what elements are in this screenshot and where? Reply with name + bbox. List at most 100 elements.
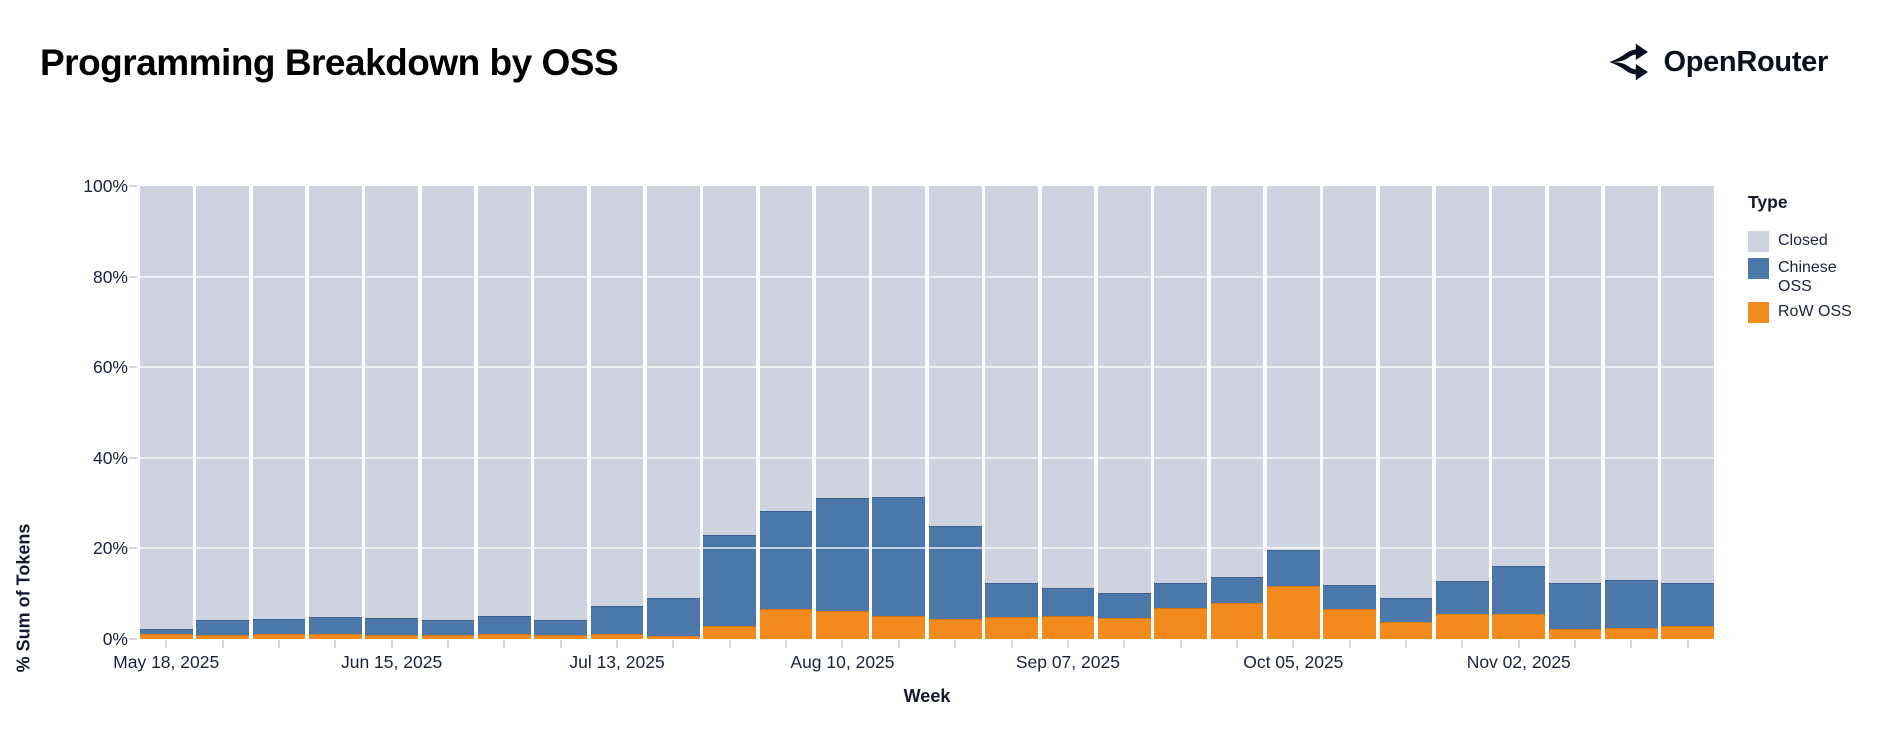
- bar-week-26: [1605, 186, 1658, 639]
- row-oss-segment: [1548, 629, 1602, 639]
- x-tick-mark: [334, 640, 337, 648]
- legend-label-chinese-oss: Chinese OSS: [1778, 259, 1837, 295]
- row-oss-segment: [590, 634, 644, 639]
- y-tick-mark: [129, 366, 137, 369]
- bar-week-11: [759, 186, 813, 639]
- x-tick-label: Jul 13, 2025: [569, 652, 665, 672]
- bar-week-4: [365, 186, 418, 639]
- bar-week-10: [703, 186, 757, 639]
- row-oss-segment: [1492, 613, 1546, 639]
- chinese-oss-segment: [139, 628, 193, 635]
- row-oss-segment: [1605, 627, 1658, 639]
- bar-week-0: [139, 186, 193, 639]
- row-oss-segment: [872, 615, 926, 639]
- closed-segment: [1210, 186, 1264, 578]
- closed-segment: [590, 186, 644, 606]
- bar-week-13: [872, 186, 926, 639]
- x-tick-mark: [954, 640, 957, 648]
- closed-segment: [1492, 186, 1546, 566]
- chinese-oss-segment: [1323, 584, 1377, 609]
- gridline-40: [138, 456, 1716, 459]
- x-tick-mark: [785, 640, 788, 648]
- row-oss-segment: [816, 610, 869, 639]
- closed-segment: [872, 186, 926, 498]
- chinese-oss-segment: [477, 615, 531, 634]
- bar-week-9: [647, 186, 700, 639]
- chinese-oss-segment: [985, 582, 1038, 617]
- x-tick-mark: [390, 640, 393, 648]
- chinese-oss-segment: [1605, 579, 1658, 628]
- closed-segment: [477, 186, 531, 616]
- legend-item-chinese-oss: Chinese OSS: [1748, 258, 1874, 296]
- chinese-oss-segment: [365, 617, 418, 635]
- chinese-oss-segment: [1210, 577, 1264, 603]
- x-tick-mark: [897, 640, 900, 648]
- row-oss-segment: [421, 635, 475, 639]
- x-tick-mark: [1574, 640, 1577, 648]
- chinese-oss-segment: [703, 535, 757, 626]
- y-tick-label: 80%: [92, 266, 128, 287]
- closed-segment: [1661, 186, 1715, 583]
- y-tick-mark: [129, 638, 137, 640]
- x-tick-mark: [1179, 640, 1182, 648]
- row-oss-segment: [1266, 586, 1320, 639]
- y-tick-mark: [129, 275, 137, 278]
- gridline-60: [138, 366, 1716, 369]
- openrouter-icon: [1610, 43, 1649, 81]
- chinese-oss-segment: [1266, 550, 1320, 587]
- closed-segment: [252, 186, 306, 619]
- row-oss-segment: [647, 635, 700, 639]
- closed-segment: [1323, 186, 1377, 585]
- chinese-oss-segment: [872, 497, 926, 616]
- brand-name: OpenRouter: [1663, 45, 1828, 78]
- closed-segment: [308, 186, 362, 617]
- chinese-oss-segment: [196, 619, 249, 635]
- legend-label-row-oss: RoW OSS: [1778, 303, 1852, 320]
- x-tick-mark: [1292, 640, 1295, 648]
- closed-segment: [1154, 186, 1207, 583]
- chinese-oss-segment: [816, 498, 869, 611]
- row-oss-segment: [252, 633, 306, 639]
- chinese-oss-segment: [1436, 581, 1489, 614]
- x-tick-label: Sep 07, 2025: [1015, 652, 1120, 672]
- bar-week-27: [1661, 186, 1715, 639]
- y-tick-mark: [129, 456, 137, 459]
- y-tick-label: 20%: [92, 538, 128, 559]
- closed-segment: [985, 186, 1038, 583]
- legend-title: Type: [1748, 192, 1788, 212]
- x-tick-mark: [559, 640, 562, 648]
- row-oss-segment: [139, 634, 193, 639]
- row-oss-segment: [1379, 621, 1433, 639]
- closed-swatch: [1748, 231, 1769, 252]
- x-tick-mark: [1235, 640, 1238, 648]
- chinese-oss-segment: [252, 618, 306, 634]
- x-tick-mark: [1630, 640, 1633, 648]
- bar-week-7: [534, 186, 588, 639]
- closed-segment: [1379, 186, 1433, 598]
- row-oss-segment: [534, 634, 588, 639]
- x-tick-mark: [1123, 640, 1126, 648]
- x-tick-label: Aug 10, 2025: [790, 652, 895, 672]
- chinese-oss-segment: [590, 605, 644, 634]
- bar-week-25: [1548, 186, 1602, 639]
- closed-segment: [139, 186, 193, 629]
- plot-area: May 18, 2025 Jun 15, 2025 Jul 13, 2025 Aug …: [83, 176, 1716, 672]
- x-tick-mark: [503, 640, 506, 648]
- chinese-oss-segment: [1548, 582, 1602, 630]
- closed-segment: [365, 186, 418, 618]
- closed-segment: [759, 186, 813, 512]
- bar-week-21: [1323, 186, 1377, 639]
- closed-segment: [1436, 186, 1489, 582]
- closed-segment: [1041, 186, 1095, 588]
- x-axis-title: Week: [903, 686, 951, 706]
- row-oss-segment: [365, 634, 418, 639]
- row-oss-segment: [1210, 602, 1264, 639]
- row-oss-segment: [1436, 613, 1489, 639]
- x-tick-mark: [672, 640, 675, 648]
- row-oss-segment: [1661, 625, 1715, 639]
- bar-week-16: [1041, 186, 1095, 639]
- chinese-oss-segment: [1492, 565, 1546, 614]
- chinese-oss-segment: [759, 511, 813, 609]
- chinese-oss-segment: [1661, 582, 1715, 626]
- x-tick-label: Oct 05, 2025: [1243, 652, 1344, 672]
